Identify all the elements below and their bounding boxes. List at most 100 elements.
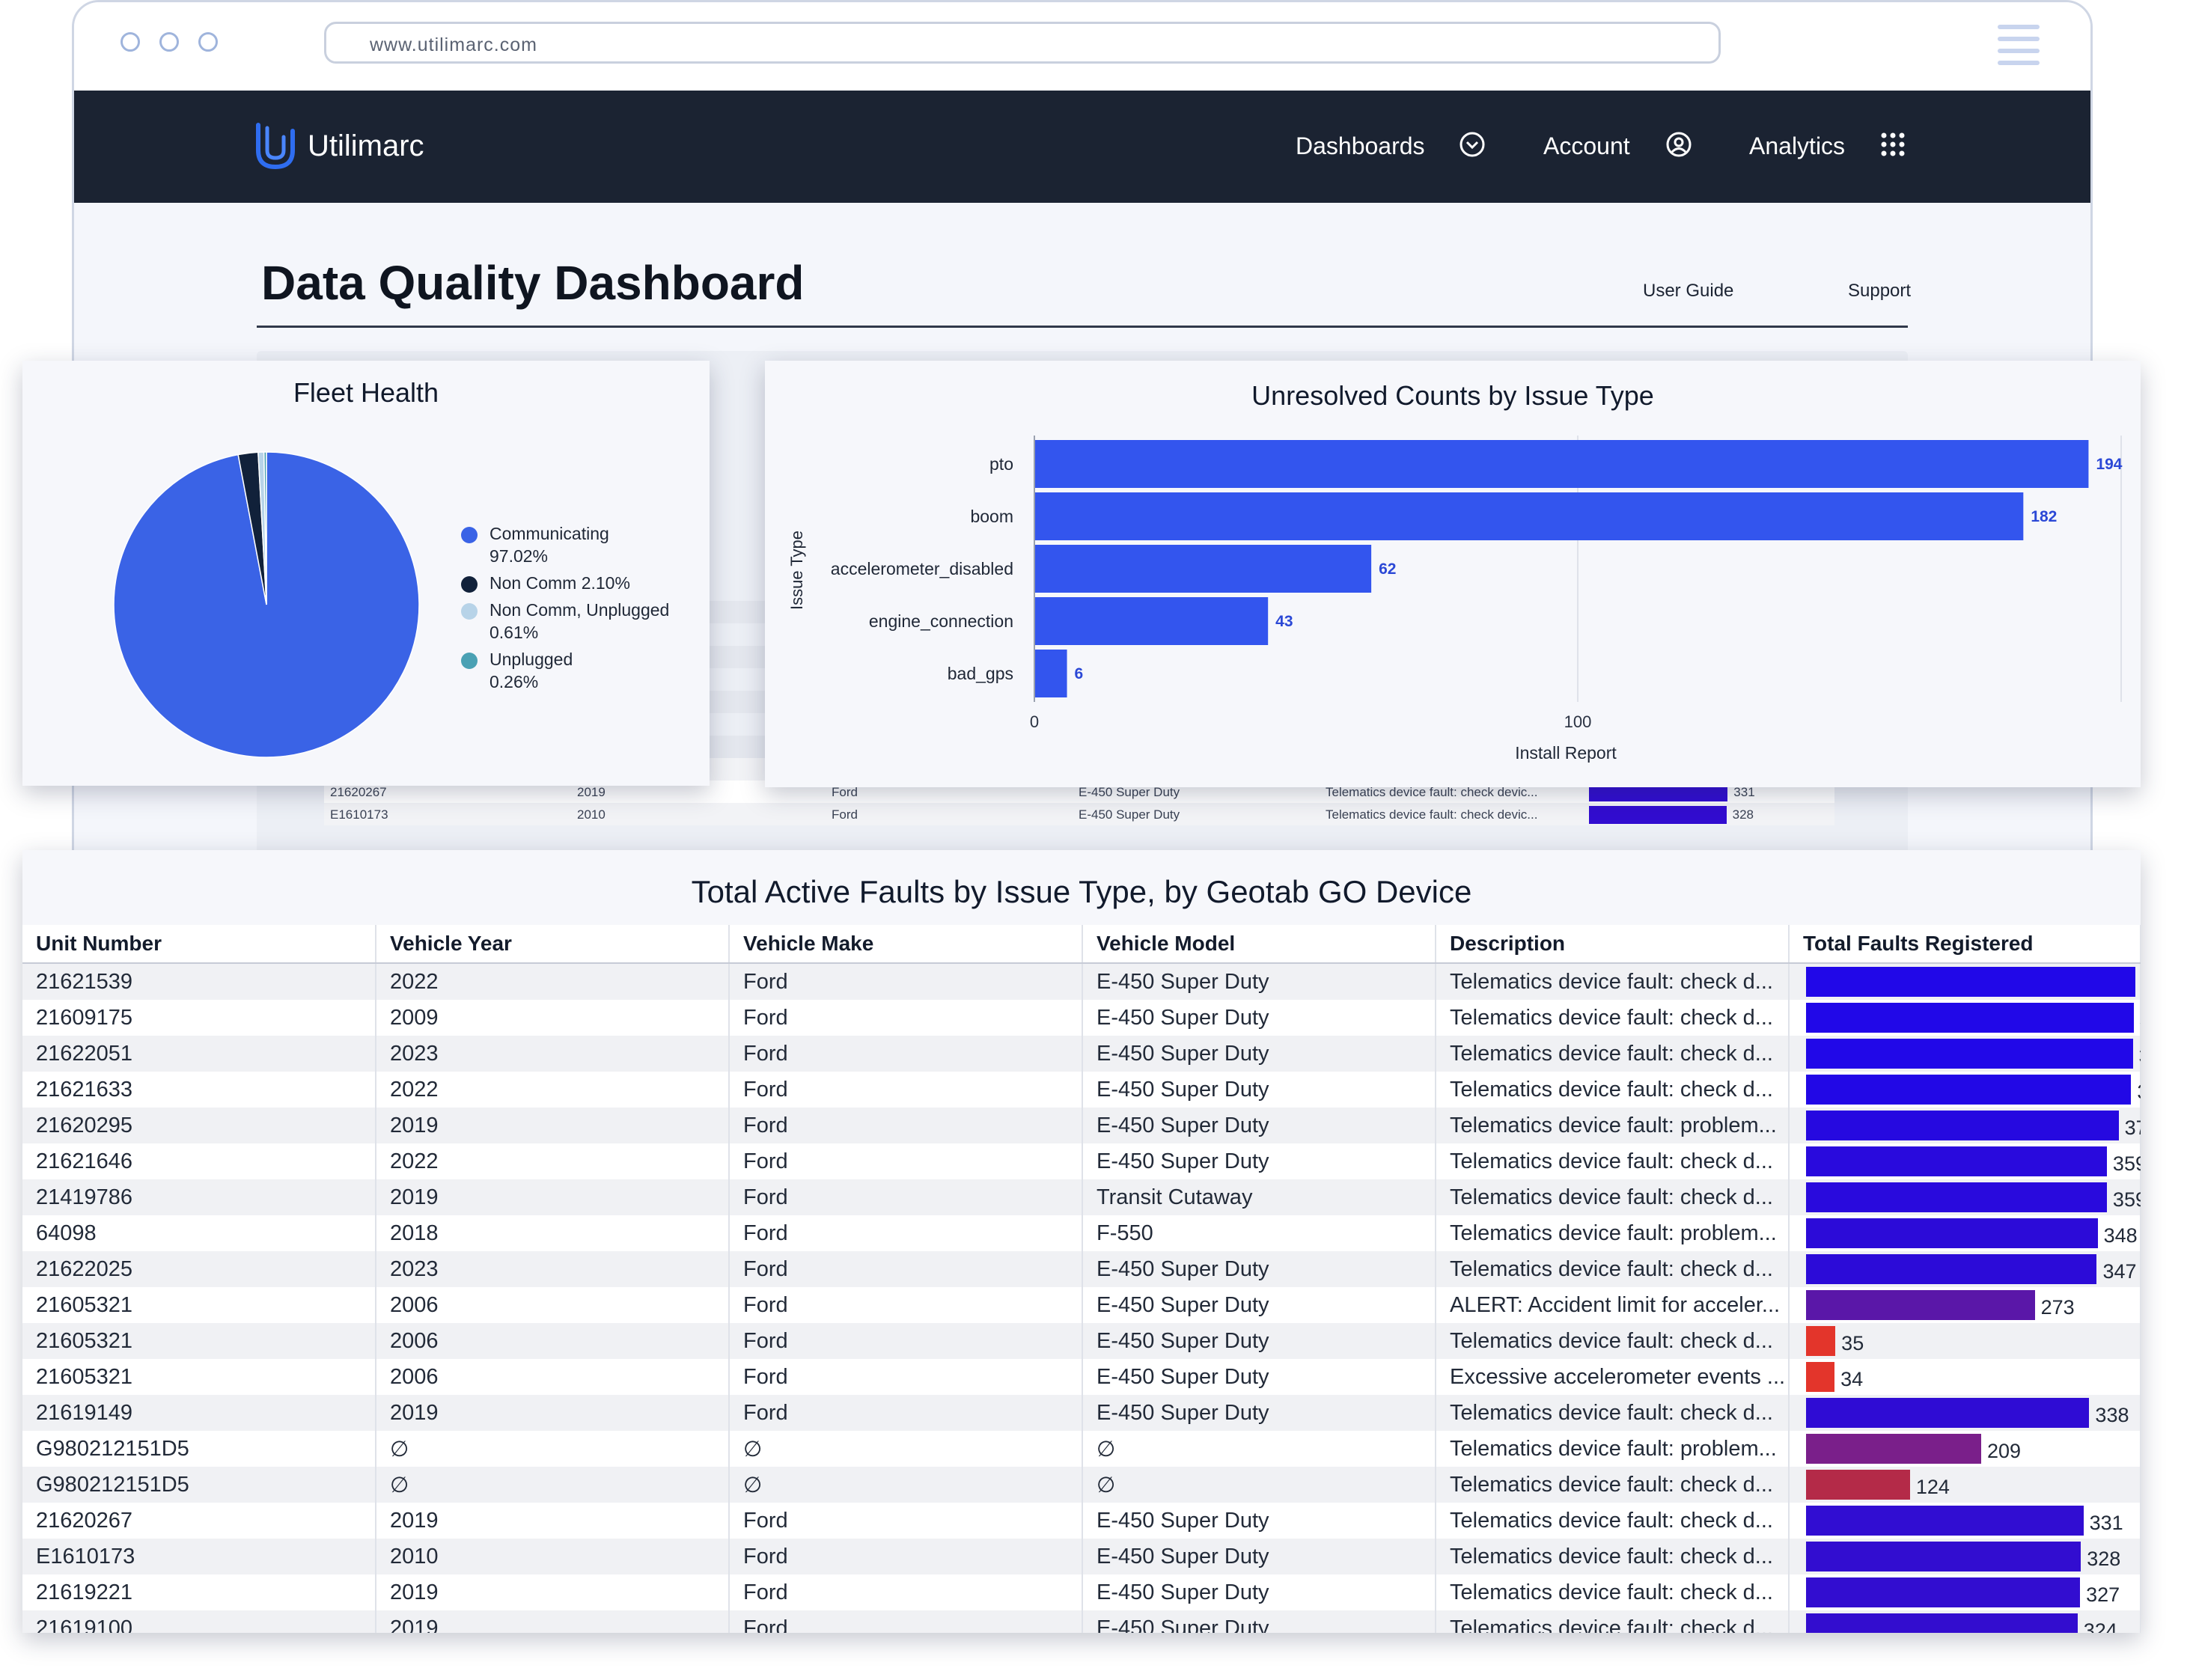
unit-number-cell: 21605321 <box>22 1287 376 1323</box>
description-cell: Telematics device fault: check d... <box>1436 1251 1790 1287</box>
total-faults-cell: 328 <box>1789 1539 2141 1574</box>
column-header-vehicle-make[interactable]: Vehicle Make <box>729 925 1083 964</box>
table-row[interactable]: 21621633 2022 Ford E-450 Super Duty Telemati… <box>22 1072 2141 1108</box>
table-row[interactable]: 21619100 2019 Ford E-450 Super Duty Telemati… <box>22 1610 2141 1633</box>
description-cell: Telematics device fault: check d... <box>1436 1179 1790 1215</box>
table-row[interactable]: 21605321 2006 Ford E-450 Super Duty Excessiv… <box>22 1359 2141 1395</box>
nav-dashboards[interactable]: Dashboards <box>1296 132 1425 159</box>
fault-count: 328 <box>2087 1548 2121 1570</box>
vehicle-year-cell: 2019 <box>376 1503 730 1539</box>
total-faults-cell: 209 <box>1789 1431 2141 1467</box>
brand-name[interactable]: Utilimarc <box>308 129 424 162</box>
vehicle-make-cell: Ford <box>729 1574 1083 1610</box>
nav-account[interactable]: Account <box>1543 132 1630 159</box>
table-row[interactable]: 21620295 2019 Ford E-450 Super Duty Telemati… <box>22 1108 2141 1143</box>
table-row[interactable]: 21619149 2019 Ford E-450 Super Duty Telemati… <box>22 1395 2141 1431</box>
legend-item-non-comm[interactable]: Non Comm 2.10% <box>461 572 669 594</box>
fault-count: 347 <box>2102 1260 2137 1283</box>
column-header-unit-number[interactable]: Unit Number <box>22 925 376 964</box>
vehicle-year-cell: 2006 <box>376 1359 730 1395</box>
table-row[interactable]: 21621646 2022 Ford E-450 Super Duty Telemati… <box>22 1143 2141 1179</box>
support-link[interactable]: Support <box>1848 281 1912 301</box>
fleet-health-legend: Communicating 97.02% Non Comm 2.10% Non … <box>461 522 669 697</box>
fault-count: 327 <box>2086 1583 2120 1606</box>
fault-bar <box>1806 1254 2097 1284</box>
fleet-health-card: Fleet Health Communicating 97.02% Non Co… <box>22 361 710 786</box>
unit-number-cell: 21619149 <box>22 1395 376 1431</box>
table-row[interactable]: 21622025 2023 Ford E-450 Super Duty Telemati… <box>22 1251 2141 1287</box>
fault-count: 35 <box>1841 1332 1864 1354</box>
pie-slice-unplugged[interactable] <box>263 451 267 605</box>
legend-swatch <box>461 653 478 669</box>
title-divider <box>257 326 1908 328</box>
table-row[interactable]: 21620267 2019 Ford E-450 Super Duty Telemati… <box>22 1503 2141 1539</box>
x-tick-label: 0 <box>1030 712 1039 731</box>
grid-dots-icon[interactable] <box>1878 129 1908 159</box>
vehicle-year-cell: 2010 <box>376 1539 730 1574</box>
table-row[interactable]: 21419786 2019 Ford Transit Cutaway Telematic… <box>22 1179 2141 1215</box>
legend-item-non-comm-unplugged[interactable]: Non Comm, Unplugged 0.61% <box>461 599 669 644</box>
unit-number-cell: 21419786 <box>22 1179 376 1215</box>
background-fault-count: 328 <box>1732 807 1754 822</box>
description-cell: Telematics device fault: check d... <box>1436 1395 1790 1431</box>
fault-count: 34 <box>1840 1368 1864 1390</box>
table-row[interactable]: 64098 2018 Ford F-550 Telematics device faul… <box>22 1215 2141 1251</box>
vehicle-make-cell: Ford <box>729 963 1083 1000</box>
vehicle-make-cell: Ford <box>729 1215 1083 1251</box>
user-guide-link[interactable]: User Guide <box>1643 281 1734 301</box>
vehicle-make-cell: Ford <box>729 1287 1083 1323</box>
address-bar[interactable]: www.utilimarc.com <box>324 22 1721 64</box>
bar-value-label: 194 <box>2096 456 2122 473</box>
vehicle-model-cell: E-450 Super Duty <box>1082 1036 1436 1072</box>
column-header-vehicle-year[interactable]: Vehicle Year <box>376 925 730 964</box>
table-row[interactable]: E1610173 2010 Ford E-450 Super Duty Telemati… <box>22 1539 2141 1574</box>
table-row[interactable]: G980212151D5 ∅ ∅ ∅ Telematics device fault: … <box>22 1431 2141 1467</box>
window-close-dot[interactable] <box>121 32 140 52</box>
fault-bar <box>1806 1613 2078 1633</box>
vehicle-model-cell: E-450 Super Duty <box>1082 1539 1436 1574</box>
legend-item-unplugged[interactable]: Unplugged 0.26% <box>461 648 669 693</box>
table-row[interactable]: 21609175 2009 Ford E-450 Super Duty Telemati… <box>22 1000 2141 1036</box>
legend-label: Non Comm <box>489 573 577 593</box>
unresolved-counts-card: Unresolved Counts by Issue Type 0 100 pto 1… <box>765 361 2141 787</box>
window-maximize-dot[interactable] <box>198 32 218 52</box>
column-header-total-faults[interactable]: Total Faults Registered <box>1789 925 2141 964</box>
vehicle-year-cell: ∅ <box>376 1467 730 1503</box>
description-cell: Telematics device fault: check d... <box>1436 1000 1790 1036</box>
table-row[interactable]: 21621539 2022 Ford E-450 Super Duty Telemati… <box>22 963 2141 1000</box>
fault-count: 273 <box>2040 1296 2075 1319</box>
table-row[interactable]: 21619221 2019 Ford E-450 Super Duty Telemati… <box>22 1574 2141 1610</box>
hamburger-menu-icon[interactable] <box>1998 25 2040 65</box>
vehicle-make-cell: Ford <box>729 1143 1083 1179</box>
user-circle-icon[interactable] <box>1664 129 1694 159</box>
nav-analytics[interactable]: Analytics <box>1749 132 1846 159</box>
fault-bar <box>1806 1003 2134 1033</box>
table-row[interactable]: G980212151D5 ∅ ∅ ∅ Telematics device fault: … <box>22 1467 2141 1503</box>
vehicle-make-cell: Ford <box>729 1359 1083 1395</box>
vehicle-model-cell: E-450 Super Duty <box>1082 1108 1436 1143</box>
x-axis-label: Install Report <box>1515 743 1617 763</box>
fault-count: 390 <box>2139 1045 2141 1068</box>
vehicle-make-cell: Ford <box>729 1036 1083 1072</box>
chevron-circle-icon[interactable] <box>1457 129 1487 159</box>
table-row[interactable]: 21605321 2006 Ford E-450 Super Duty Telemati… <box>22 1323 2141 1359</box>
vehicle-year-cell: 2022 <box>376 1072 730 1108</box>
total-faults-cell: 388 <box>1789 1072 2141 1108</box>
bar-engine-connection <box>1034 597 1269 645</box>
fault-count: 324 <box>2083 1619 2117 1633</box>
vehicle-year-cell: ∅ <box>376 1431 730 1467</box>
unresolved-counts-bar-chart[interactable]: 0 100 pto 194 boom 182 accelerometer_disabled 6… <box>765 361 2141 787</box>
legend-swatch <box>461 527 478 543</box>
x-tick-label: 100 <box>1564 712 1592 731</box>
unit-number-cell: 21622025 <box>22 1251 376 1287</box>
table-row[interactable]: 21605321 2006 Ford E-450 Super Duty ALERT: A… <box>22 1287 2141 1323</box>
fault-count: 338 <box>2095 1404 2129 1426</box>
fleet-health-pie[interactable] <box>109 448 424 762</box>
window-minimize-dot[interactable] <box>159 32 179 52</box>
column-header-vehicle-model[interactable]: Vehicle Model <box>1082 925 1436 964</box>
column-header-description[interactable]: Description <box>1436 925 1790 964</box>
description-cell: Telematics device fault: problem... <box>1436 1215 1790 1251</box>
table-row[interactable]: 21622051 2023 Ford E-450 Super Duty Telemati… <box>22 1036 2141 1072</box>
legend-item-communicating[interactable]: Communicating 97.02% <box>461 522 669 567</box>
legend-label: Unplugged <box>489 650 573 669</box>
